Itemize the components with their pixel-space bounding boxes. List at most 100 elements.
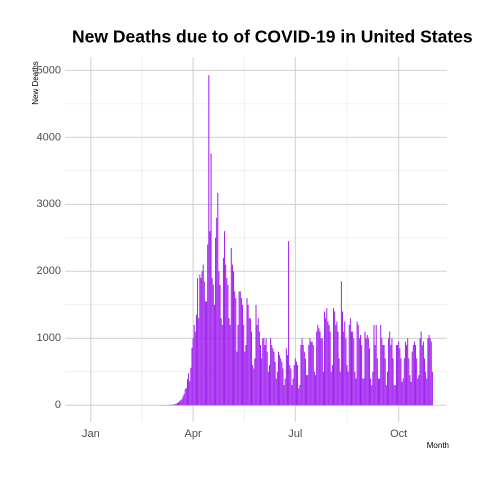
bar [416, 358, 418, 406]
bar [358, 338, 360, 406]
bar [264, 344, 266, 406]
bar [208, 75, 210, 406]
bar [335, 324, 337, 406]
bar [390, 344, 392, 406]
bar [406, 344, 408, 406]
bar [191, 347, 193, 406]
bar [400, 358, 402, 406]
bar [350, 331, 353, 406]
bar [295, 361, 297, 406]
bar [242, 304, 244, 406]
y-tick-label: 4000 [37, 131, 61, 143]
bar [349, 318, 351, 406]
y-tick-label: 3000 [37, 198, 61, 210]
bar [273, 351, 275, 406]
bar [394, 385, 396, 406]
bar [290, 368, 292, 406]
bar [339, 371, 341, 406]
bar [421, 344, 423, 406]
bar [262, 338, 264, 406]
bar [337, 331, 339, 406]
bar [374, 344, 376, 406]
x-tick-label: Jan [82, 428, 100, 440]
bar [234, 291, 236, 406]
bar [426, 378, 428, 406]
bar [333, 308, 335, 406]
bar [216, 217, 218, 406]
bar [420, 331, 422, 406]
bar [227, 284, 229, 406]
bar [318, 328, 320, 406]
bar [192, 338, 194, 406]
bar [307, 375, 309, 406]
bar [224, 231, 226, 406]
bar [301, 338, 303, 406]
bar [331, 365, 333, 406]
bar [188, 373, 190, 406]
bar [391, 338, 393, 406]
bar [303, 351, 305, 406]
bar [383, 344, 385, 406]
bar [427, 338, 429, 406]
bar [221, 324, 223, 406]
bar [402, 378, 404, 406]
bar [200, 278, 202, 406]
bar [366, 334, 368, 406]
bar [197, 278, 199, 406]
bar [411, 351, 413, 406]
bar [356, 321, 358, 406]
bar [401, 381, 403, 406]
bar [381, 338, 383, 406]
bar [239, 291, 241, 406]
y-tick-label: 5000 [37, 64, 61, 76]
bar [370, 378, 372, 406]
bar [304, 358, 306, 406]
bar [198, 318, 200, 406]
bar [320, 338, 322, 406]
bar [247, 304, 249, 406]
bar [194, 331, 196, 406]
bar [289, 365, 291, 406]
bar [359, 334, 361, 406]
bar [328, 324, 330, 406]
bar [308, 344, 310, 406]
bar [425, 371, 427, 406]
bar [292, 378, 294, 406]
bar [388, 338, 390, 406]
bar [274, 361, 276, 406]
bar [293, 365, 295, 406]
bar [380, 324, 382, 406]
bar [215, 237, 217, 406]
bar [288, 241, 290, 406]
bar [408, 358, 410, 406]
bar [238, 291, 240, 406]
bar [413, 341, 415, 406]
bar [226, 278, 228, 406]
bar [203, 281, 205, 406]
bar [266, 351, 268, 406]
bar [395, 344, 397, 406]
bar [325, 318, 327, 406]
bar [407, 338, 409, 406]
bar [257, 318, 259, 406]
bar [229, 324, 231, 406]
bar [321, 338, 323, 406]
bar [334, 311, 336, 406]
bar [171, 404, 173, 406]
bar [324, 311, 326, 406]
bar [256, 324, 258, 406]
bar [244, 351, 246, 406]
bar [275, 378, 277, 406]
bar [246, 298, 248, 406]
bar [365, 338, 367, 406]
bar [251, 331, 253, 406]
bar [253, 368, 255, 406]
bar [373, 324, 375, 406]
bar [363, 378, 365, 406]
bar [346, 365, 348, 406]
bar [283, 385, 285, 406]
bar [206, 301, 208, 406]
bar [415, 344, 417, 406]
bar [231, 264, 233, 406]
bar [279, 355, 281, 406]
